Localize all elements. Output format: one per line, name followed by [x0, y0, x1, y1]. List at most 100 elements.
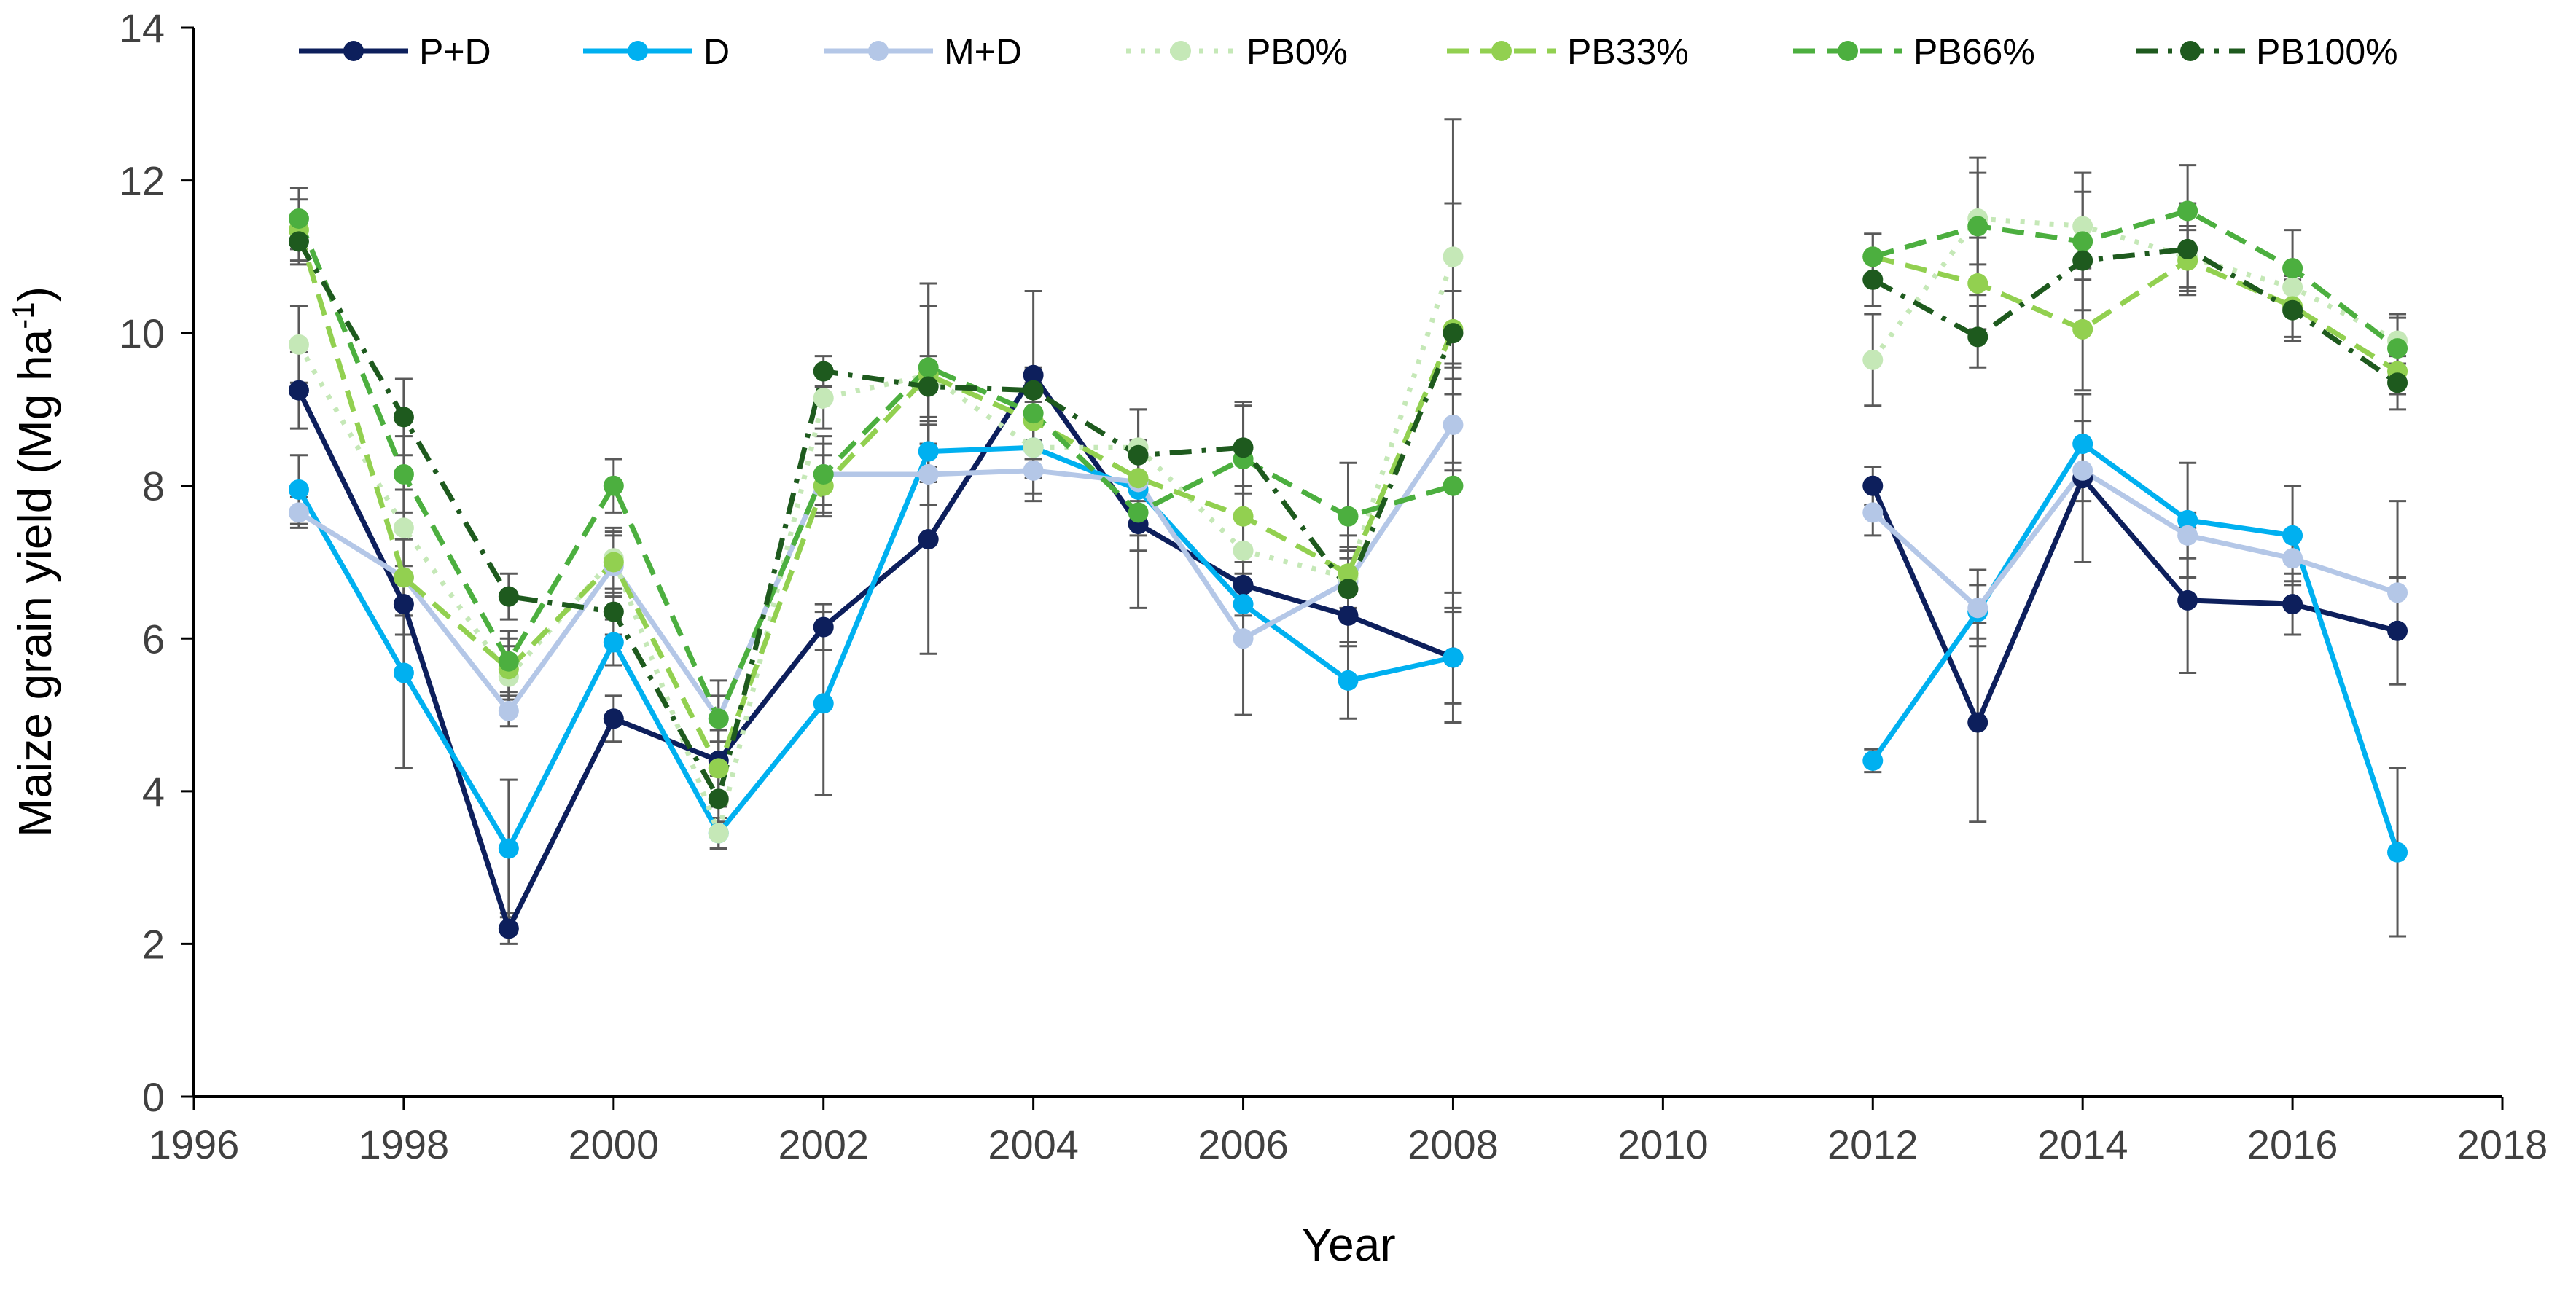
series-line-p-d — [296, 372, 1454, 931]
series-line-pb33 — [1872, 254, 2399, 374]
data-point-pb66 — [1023, 403, 1044, 424]
data-point-pb100 — [2387, 372, 2408, 393]
x-tick-label: 1998 — [359, 1121, 450, 1167]
legend-item-pb66: PB66% — [1793, 31, 2035, 72]
legend-label: PB66% — [1913, 31, 2035, 72]
data-point-pb100 — [393, 407, 414, 428]
legend-label: PB100% — [2256, 31, 2398, 72]
data-point-pb100 — [1233, 437, 1254, 458]
series-markers — [288, 200, 2408, 939]
legend-item-p-d: P+D — [299, 31, 491, 72]
data-point-p-d — [498, 918, 519, 939]
data-point-pb100 — [708, 788, 729, 810]
axes — [192, 28, 2502, 1098]
data-point-pb66 — [288, 208, 309, 229]
y-axis-title-close: ) — [9, 286, 61, 302]
data-point-pb0 — [288, 334, 309, 355]
data-point-pb100 — [1967, 326, 1988, 348]
data-point-m-d — [2282, 548, 2303, 569]
data-point-pb33 — [708, 758, 729, 779]
data-point-pb66 — [1862, 246, 1884, 267]
series-line-m-d — [297, 423, 1456, 721]
data-point-pb33 — [1233, 506, 1254, 527]
legend-item-pb100: PB100% — [2136, 31, 2398, 72]
data-point-d — [2387, 842, 2408, 863]
data-point-m-d — [2072, 460, 2093, 481]
data-point-pb66 — [708, 708, 729, 729]
series-line-m-d — [1870, 468, 2399, 611]
data-point-p-d — [2387, 620, 2408, 641]
data-point-pb33 — [603, 552, 624, 573]
data-point-pb100 — [498, 586, 519, 607]
data-point-m-d — [288, 502, 309, 523]
data-point-m-d — [1233, 628, 1254, 649]
y-axis-title: Maize grain yield (Mg ha-1) — [6, 286, 61, 837]
x-tick-label: 2018 — [2457, 1121, 2548, 1167]
legend-swatch-marker — [1491, 41, 1512, 61]
data-point-d — [288, 479, 309, 500]
data-point-d — [2282, 525, 2303, 546]
x-tick-label: 2016 — [2247, 1121, 2338, 1167]
data-point-pb100 — [918, 376, 939, 397]
x-tick-label: 1996 — [149, 1121, 240, 1167]
data-point-d — [813, 693, 834, 714]
data-point-pb66 — [1443, 475, 1464, 496]
data-point-pb66 — [1128, 502, 1149, 523]
data-point-pb0 — [813, 388, 834, 409]
data-point-pb100 — [2177, 238, 2198, 259]
x-tick-label: 2000 — [569, 1121, 660, 1167]
series-lines — [296, 208, 2400, 931]
series-line-d — [1870, 441, 2400, 853]
data-point-p-d — [1967, 712, 1988, 733]
data-point-pb66 — [2387, 338, 2408, 359]
y-tick-label: 8 — [142, 463, 165, 509]
data-point-p-d — [603, 708, 624, 729]
series-line-pb66 — [1872, 208, 2400, 350]
legend-swatch-marker — [628, 41, 648, 61]
data-point-pb0 — [2072, 216, 2093, 237]
data-point-pb66 — [2282, 258, 2303, 279]
data-point-p-d — [2177, 589, 2198, 611]
data-point-pb33 — [2072, 318, 2093, 340]
data-point-pb66 — [1338, 506, 1359, 527]
y-tick-label: 14 — [120, 5, 165, 51]
data-point-pb100 — [288, 231, 309, 252]
data-point-d — [1862, 750, 1884, 771]
legend-item-d: D — [583, 31, 730, 72]
data-point-p-d — [1233, 574, 1254, 595]
legend-swatch-marker — [1171, 41, 1191, 61]
series-line-pb100 — [296, 240, 1456, 802]
data-point-pb0 — [1233, 540, 1254, 561]
series-line-pb66 — [296, 217, 1454, 721]
data-point-d — [1443, 647, 1464, 668]
data-point-p-d — [1338, 605, 1359, 626]
x-tick-label: 2006 — [1198, 1121, 1289, 1167]
data-point-pb100 — [1862, 269, 1884, 290]
legend-label: P+D — [419, 31, 491, 72]
data-point-pb0 — [393, 517, 414, 538]
data-point-pb66 — [813, 463, 834, 485]
data-point-pb33 — [1128, 468, 1149, 489]
series-line-pb33 — [296, 229, 1456, 771]
data-point-p-d — [1862, 475, 1884, 496]
data-point-m-d — [1443, 414, 1464, 435]
data-point-pb100 — [813, 361, 834, 382]
legend-item-m-d: M+D — [824, 31, 1022, 72]
y-tick-label: 2 — [142, 921, 165, 967]
x-tick-label: 2012 — [1827, 1121, 1919, 1167]
data-point-pb0 — [708, 823, 729, 844]
data-point-p-d — [288, 380, 309, 401]
data-point-d — [2072, 434, 2093, 455]
data-point-d — [1233, 594, 1254, 615]
legend-swatch-marker — [343, 41, 364, 61]
data-point-m-d — [1967, 598, 1988, 619]
data-point-p-d — [393, 594, 414, 615]
y-axis-title-superscript: -1 — [6, 302, 40, 329]
data-point-m-d — [1862, 502, 1884, 523]
legend-swatch-marker — [1838, 41, 1858, 61]
data-point-pb33 — [1338, 563, 1359, 584]
legend-item-pb0: PB0% — [1126, 31, 1348, 72]
data-point-pb100 — [1338, 579, 1359, 600]
data-point-pb66 — [1967, 216, 1988, 237]
